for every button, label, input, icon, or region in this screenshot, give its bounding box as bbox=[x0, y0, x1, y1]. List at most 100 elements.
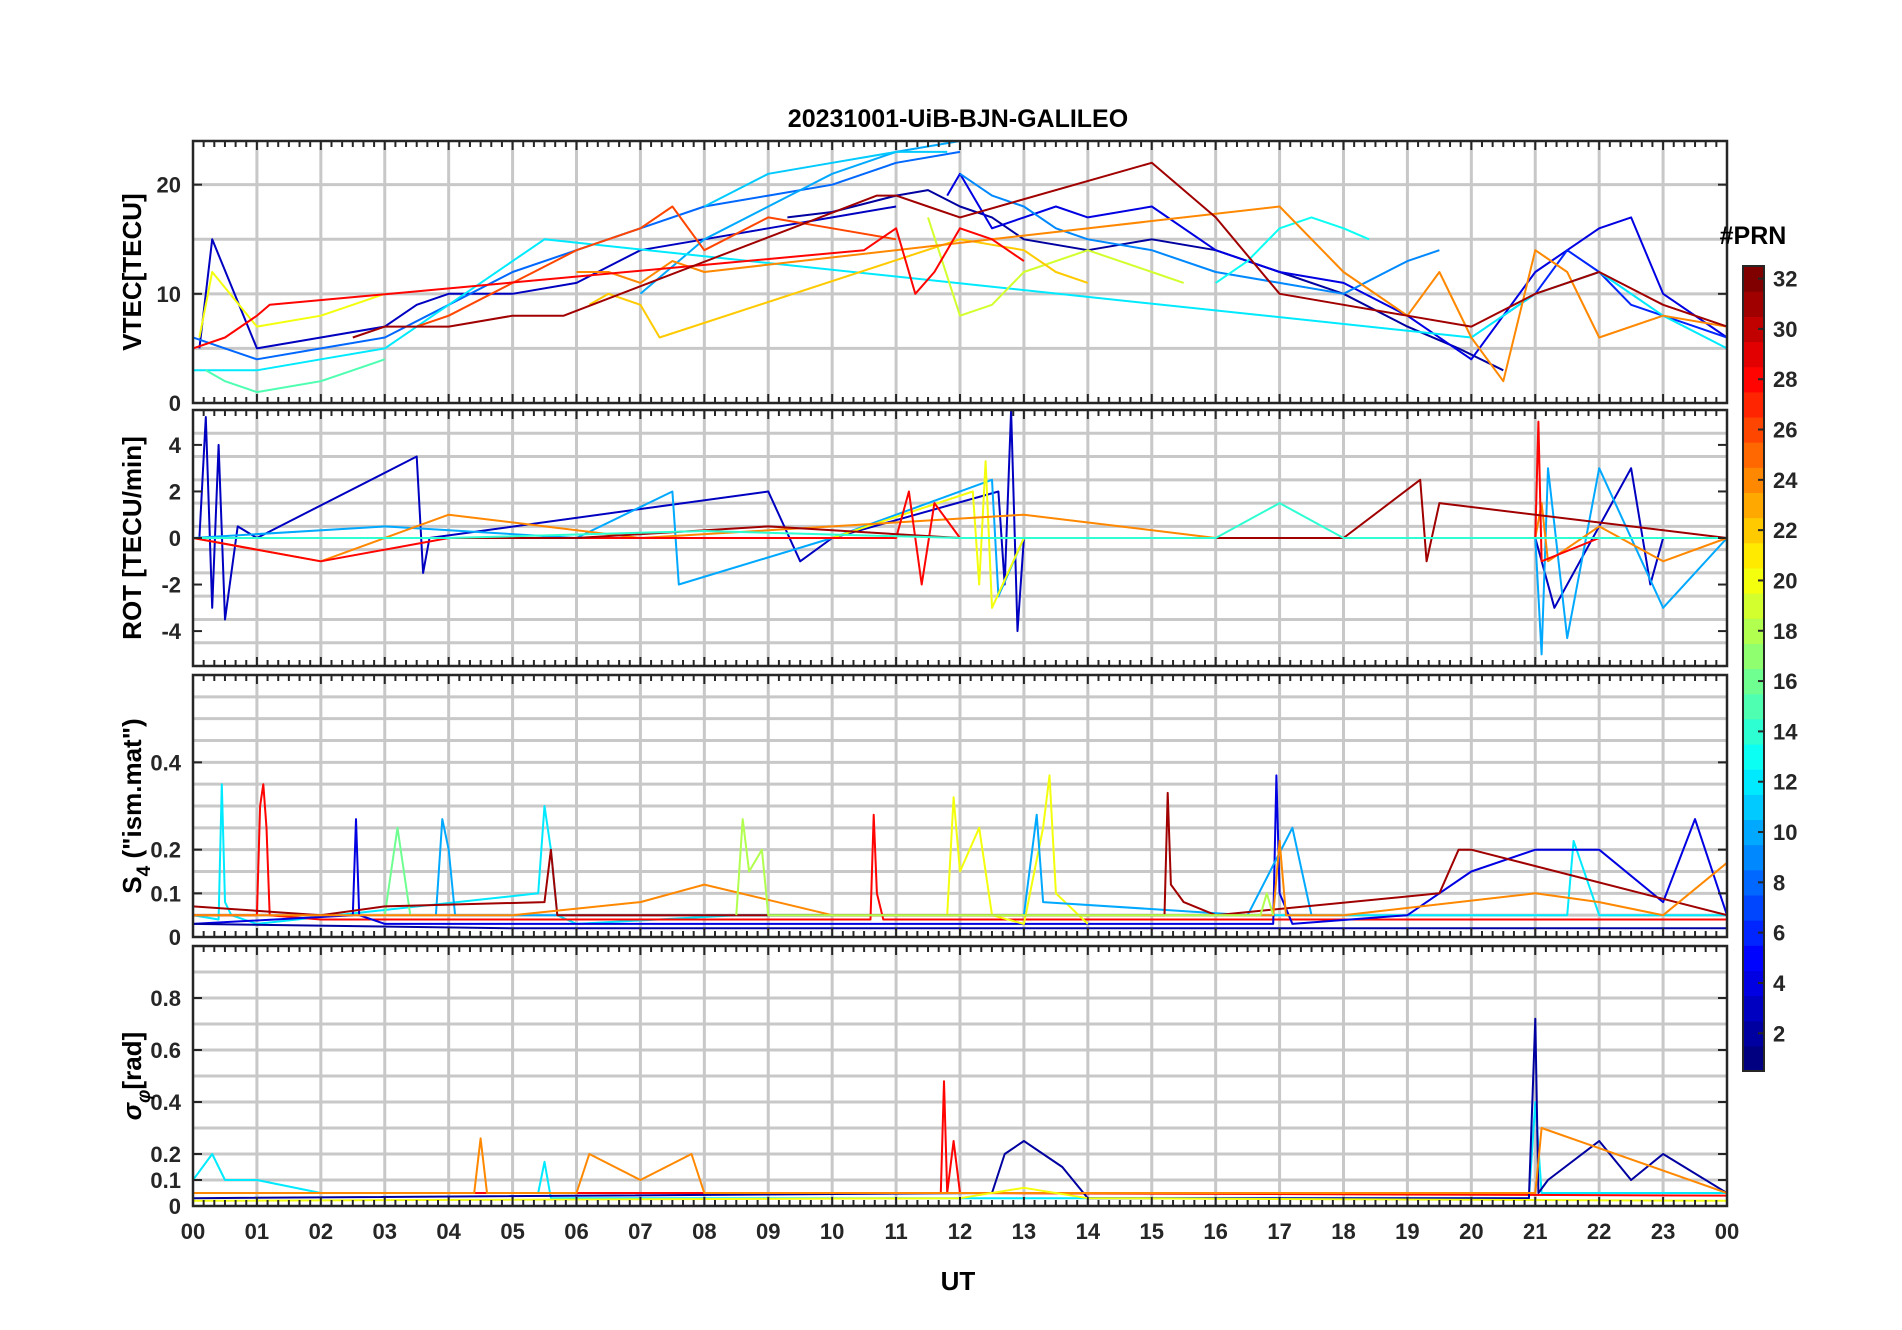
y-axis-label: S4 ("ism.mat") bbox=[117, 718, 155, 893]
colorbar-title: #PRN bbox=[1720, 222, 1787, 250]
x-tick-label: 06 bbox=[564, 1219, 588, 1244]
colorbar-tick-label: 20 bbox=[1773, 568, 1797, 593]
colorbar-swatch bbox=[1743, 894, 1764, 921]
colorbar-swatch bbox=[1743, 668, 1764, 695]
colorbar-tick-label: 22 bbox=[1773, 518, 1797, 543]
y-tick-label: -2 bbox=[161, 573, 181, 598]
x-tick-label: 21 bbox=[1523, 1219, 1547, 1244]
colorbar-tick-label: 2 bbox=[1773, 1021, 1785, 1046]
series-line-prn-2 bbox=[193, 1017, 1727, 1200]
colorbar-swatch bbox=[1743, 844, 1764, 871]
x-tick-label: 12 bbox=[948, 1219, 972, 1244]
series-group bbox=[193, 141, 1727, 394]
chart-title: 20231001-UiB-BJN-GALILEO bbox=[788, 105, 1128, 133]
y-tick-label: 0 bbox=[169, 925, 181, 950]
colorbar-tick-label: 4 bbox=[1773, 971, 1786, 996]
series-line-prn-20 bbox=[946, 774, 1089, 925]
colorbar-tick-label: 28 bbox=[1773, 367, 1797, 392]
x-tick-label: 15 bbox=[1140, 1219, 1164, 1244]
x-tick-label: 02 bbox=[309, 1219, 333, 1244]
y-tick-label: 0.4 bbox=[150, 1090, 181, 1115]
y-tick-label: 0 bbox=[169, 391, 181, 416]
panel-2: -4 -2 0 2 4 ROT [TECU/min] bbox=[117, 408, 1729, 668]
colorbar-tick-label: 6 bbox=[1773, 921, 1785, 946]
colorbar-tick-label: 30 bbox=[1773, 317, 1797, 342]
x-tick-label: 22 bbox=[1587, 1219, 1611, 1244]
x-tick-label: 08 bbox=[692, 1219, 716, 1244]
colorbar-swatch bbox=[1743, 920, 1764, 946]
y-tick-label: 4 bbox=[169, 433, 182, 458]
x-tick-label: 05 bbox=[500, 1219, 524, 1244]
y-tick-label: 0.6 bbox=[150, 1038, 181, 1063]
colorbar-swatch bbox=[1743, 769, 1764, 795]
colorbar-swatch bbox=[1743, 593, 1764, 619]
colorbar-tick-label: 14 bbox=[1773, 719, 1798, 744]
series-line-prn-16 bbox=[383, 826, 412, 916]
colorbar-swatch bbox=[1743, 1045, 1764, 1072]
x-tick-label: 23 bbox=[1651, 1219, 1675, 1244]
series-line-prn-24 bbox=[193, 1127, 1727, 1194]
y-tick-label: 0.2 bbox=[150, 838, 181, 863]
panel-4: 00.10.2 0.4 0.6 0.8 σφ[rad] 00 01 02 03 04 05 06 07 0… bbox=[117, 944, 1739, 1244]
x-tick-label: 17 bbox=[1267, 1219, 1291, 1244]
x-tick-label: 14 bbox=[1076, 1219, 1101, 1244]
series-line-prn-14 bbox=[193, 502, 1727, 539]
y-tick-label: 0 bbox=[169, 1194, 181, 1219]
x-tick-label: 13 bbox=[1012, 1219, 1036, 1244]
y-tick-label: 0.1 bbox=[150, 1168, 181, 1193]
colorbar-tick-label: 10 bbox=[1773, 820, 1797, 845]
series-group bbox=[193, 410, 1727, 656]
series-line-prn-10 bbox=[639, 141, 992, 295]
x-tick-label: 03 bbox=[373, 1219, 397, 1244]
series-line-prn-4 bbox=[946, 172, 1727, 361]
x-tick-label: 11 bbox=[884, 1219, 907, 1244]
y-tick-label: 0 bbox=[169, 526, 181, 551]
colorbar-swatch bbox=[1743, 316, 1764, 343]
y-tick-label: 0.4 bbox=[150, 750, 181, 775]
y-tick-label: 0.1 bbox=[150, 881, 181, 906]
x-tick-label: 19 bbox=[1395, 1219, 1419, 1244]
y-tick-label: 20 bbox=[157, 173, 181, 198]
panel-1: 0 10 20 VTEC[TECU] bbox=[117, 139, 1729, 416]
x-tick-label: 00 bbox=[1715, 1219, 1739, 1244]
x-tick-label: 20 bbox=[1459, 1219, 1483, 1244]
series-line-prn-15 bbox=[205, 358, 386, 394]
colorbar-swatch bbox=[1743, 869, 1764, 896]
colorbar-swatch bbox=[1743, 341, 1764, 368]
series-line-prn-12 bbox=[193, 238, 1727, 372]
x-tick-label: 09 bbox=[756, 1219, 780, 1244]
y-tick-label: 2 bbox=[169, 479, 181, 504]
colorbar-tick-label: 16 bbox=[1773, 669, 1797, 694]
colorbar-tick-label: 18 bbox=[1773, 619, 1797, 644]
colorbar-frame bbox=[1742, 265, 1765, 1072]
series-line-prn-24 bbox=[193, 839, 1727, 917]
x-tick-label: 04 bbox=[436, 1219, 461, 1244]
x-tick-label: 01 bbox=[245, 1219, 269, 1244]
colorbar-swatch bbox=[1743, 291, 1764, 317]
x-tick-label: 10 bbox=[820, 1219, 844, 1244]
colorbar-swatch bbox=[1743, 442, 1764, 468]
series-line-prn-20 bbox=[198, 271, 386, 338]
series-line-prn-31 bbox=[193, 791, 1727, 917]
colorbar-swatch bbox=[1743, 467, 1764, 494]
series-line-prn-2 bbox=[193, 922, 1727, 930]
colorbar-swatch bbox=[1743, 819, 1764, 846]
colorbar-swatch bbox=[1743, 718, 1764, 745]
colorbar-swatch bbox=[1743, 995, 1764, 1022]
series-line-prn-28 bbox=[193, 227, 1025, 350]
colorbar-swatch bbox=[1743, 970, 1764, 997]
x-tick-label: 00 bbox=[181, 1219, 205, 1244]
y-axis-label: σφ[rad] bbox=[117, 1032, 155, 1120]
series-line-prn-11 bbox=[703, 150, 948, 208]
series-line-prn-18 bbox=[735, 818, 1275, 917]
y-tick-label: 0.8 bbox=[150, 986, 181, 1011]
series-line-prn-10 bbox=[434, 813, 1313, 917]
colorbar-swatch bbox=[1743, 492, 1764, 519]
colorbar-swatch bbox=[1743, 693, 1764, 720]
colorbar-swatch bbox=[1743, 542, 1764, 569]
colorbar-swatch bbox=[1743, 567, 1764, 594]
y-tick-label: -4 bbox=[161, 619, 181, 644]
